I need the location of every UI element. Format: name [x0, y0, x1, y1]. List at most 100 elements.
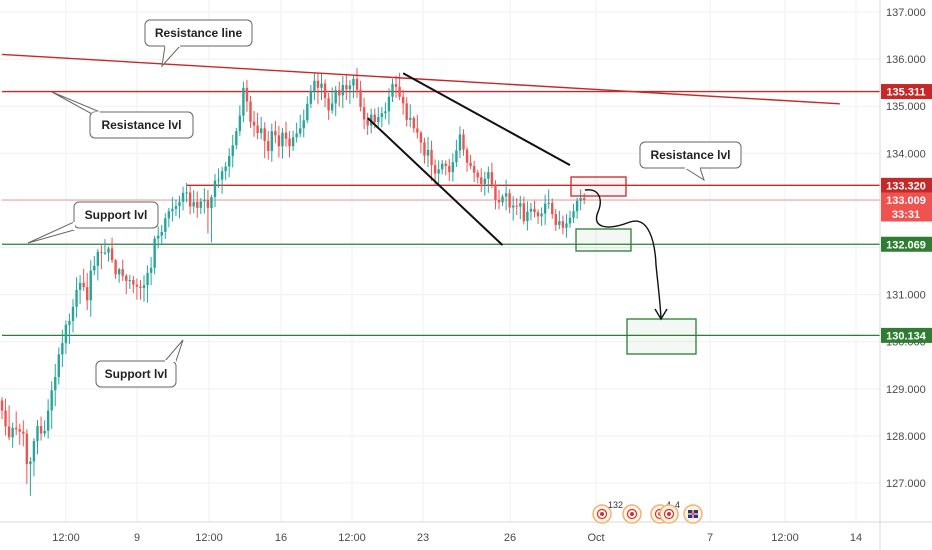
candle-body: [25, 433, 29, 465]
price-badge-bg: [881, 236, 932, 252]
candle-body: [167, 211, 171, 219]
candle-body: [409, 117, 412, 120]
time-tick-label: Oct: [587, 532, 604, 544]
candle-body: [398, 86, 401, 97]
channel-line-1[interactable]: [366, 117, 504, 246]
candle-body: [554, 214, 557, 225]
channel-line-0[interactable]: [402, 72, 571, 166]
candle-body: [575, 200, 579, 212]
candle-body: [231, 145, 234, 157]
candle-body: [149, 267, 153, 273]
candle-body: [181, 192, 185, 202]
time-tick-label: 12:00: [771, 532, 799, 544]
price-badge-label: 133.320: [886, 180, 926, 192]
candle-body: [263, 128, 266, 142]
candle-body: [132, 279, 135, 285]
candle-body: [43, 430, 46, 434]
price-badge-4: 132.069: [881, 236, 932, 252]
candle-body: [345, 85, 348, 90]
candle-body: [157, 235, 160, 239]
time-tick-label: 9: [134, 532, 140, 544]
chart-grid: [0, 0, 880, 522]
candle-body: [75, 289, 78, 307]
candle-body: [188, 192, 192, 207]
candle-body: [419, 132, 423, 143]
projection-path[interactable]: [584, 189, 662, 319]
candle-body: [327, 98, 330, 111]
price-badge-label: 133.009: [886, 195, 926, 207]
candle-body: [330, 103, 334, 111]
chart-drawings[interactable]: [1, 53, 840, 355]
callout-0[interactable]: Resistance line: [144, 19, 253, 68]
candle-body: [323, 83, 327, 99]
candle-body: [565, 223, 568, 228]
candle-body: [348, 85, 352, 90]
candle-body: [142, 285, 146, 289]
candle-body: [352, 78, 355, 86]
time-tick-label: 14: [850, 532, 862, 544]
candle-body: [451, 162, 455, 173]
event-icon-1[interactable]: [622, 504, 642, 524]
callout-2[interactable]: Resistance lvl: [639, 141, 742, 182]
candle-body: [299, 128, 302, 134]
candle-body: [22, 431, 25, 434]
target-box[interactable]: [626, 318, 697, 355]
resistance-box[interactable]: [570, 176, 627, 197]
candle-body: [50, 390, 53, 411]
callout-box: [89, 111, 194, 139]
event-icon-0[interactable]: 132: [592, 500, 623, 524]
candle-body: [458, 134, 462, 151]
candle-body: [68, 320, 71, 325]
candle-body: [558, 221, 561, 225]
candle-body: [213, 180, 217, 198]
candle-body: [178, 201, 181, 207]
candle-body: [15, 427, 18, 430]
price-tick-label: 134.000: [886, 148, 926, 160]
price-badge-bg: [881, 192, 932, 208]
callout-tail: [51, 91, 102, 115]
candle-body: [71, 306, 75, 321]
price-badge-bg: [881, 327, 932, 343]
candle-body: [494, 184, 497, 200]
candle-body: [284, 132, 288, 139]
time-axis[interactable]: 12:00 9 12:00 16 12:00 23 26 Oct 7 12:00 14: [0, 521, 932, 544]
event-icon-4[interactable]: [683, 504, 703, 524]
callout-3[interactable]: Support lvl: [27, 201, 159, 244]
jp-flag-dot: [667, 512, 671, 516]
event-count: 4: [675, 500, 680, 510]
resistance-trendline[interactable]: [1, 53, 840, 105]
price-badges: 135.311 133.320 133.009 33:31 132.069 130.134: [881, 84, 932, 343]
candle-body: [288, 138, 291, 147]
candle-body: [100, 251, 103, 253]
candle-body: [206, 199, 210, 208]
support-box[interactable]: [575, 228, 632, 252]
horizontal-levels[interactable]: [2, 90, 880, 337]
candle-body: [504, 193, 508, 197]
event-icons[interactable]: 13244: [592, 500, 703, 524]
jp-flag-dot: [630, 512, 634, 516]
candle-body: [256, 125, 259, 134]
callouts[interactable]: Resistance line Resistance lvl Resistance …: [27, 19, 742, 388]
callout-1[interactable]: Resistance lvl: [51, 91, 194, 139]
price-axis[interactable]: 127.000128.000129.000130.000131.000132.0…: [879, 0, 926, 550]
candle-body: [281, 132, 284, 147]
callout-4[interactable]: Support lvl: [95, 339, 184, 388]
candlesticks: [0, 68, 586, 496]
candle-body: [487, 172, 490, 179]
callout-tail: [27, 221, 75, 244]
candle-body: [160, 231, 163, 236]
candle-body: [469, 162, 472, 167]
candle-body: [146, 272, 149, 286]
event-icon-3[interactable]: 4: [659, 500, 680, 524]
callout-tail: [161, 45, 182, 68]
candle-body: [57, 354, 60, 378]
price-tick-label: 137.000: [886, 7, 926, 19]
candle-body: [61, 343, 64, 355]
callout-text: Resistance line: [155, 26, 243, 40]
candle-body: [245, 87, 249, 102]
candle-body: [444, 163, 447, 167]
candle-body: [543, 203, 547, 214]
candle-body: [39, 426, 43, 434]
candle-body: [320, 83, 323, 88]
